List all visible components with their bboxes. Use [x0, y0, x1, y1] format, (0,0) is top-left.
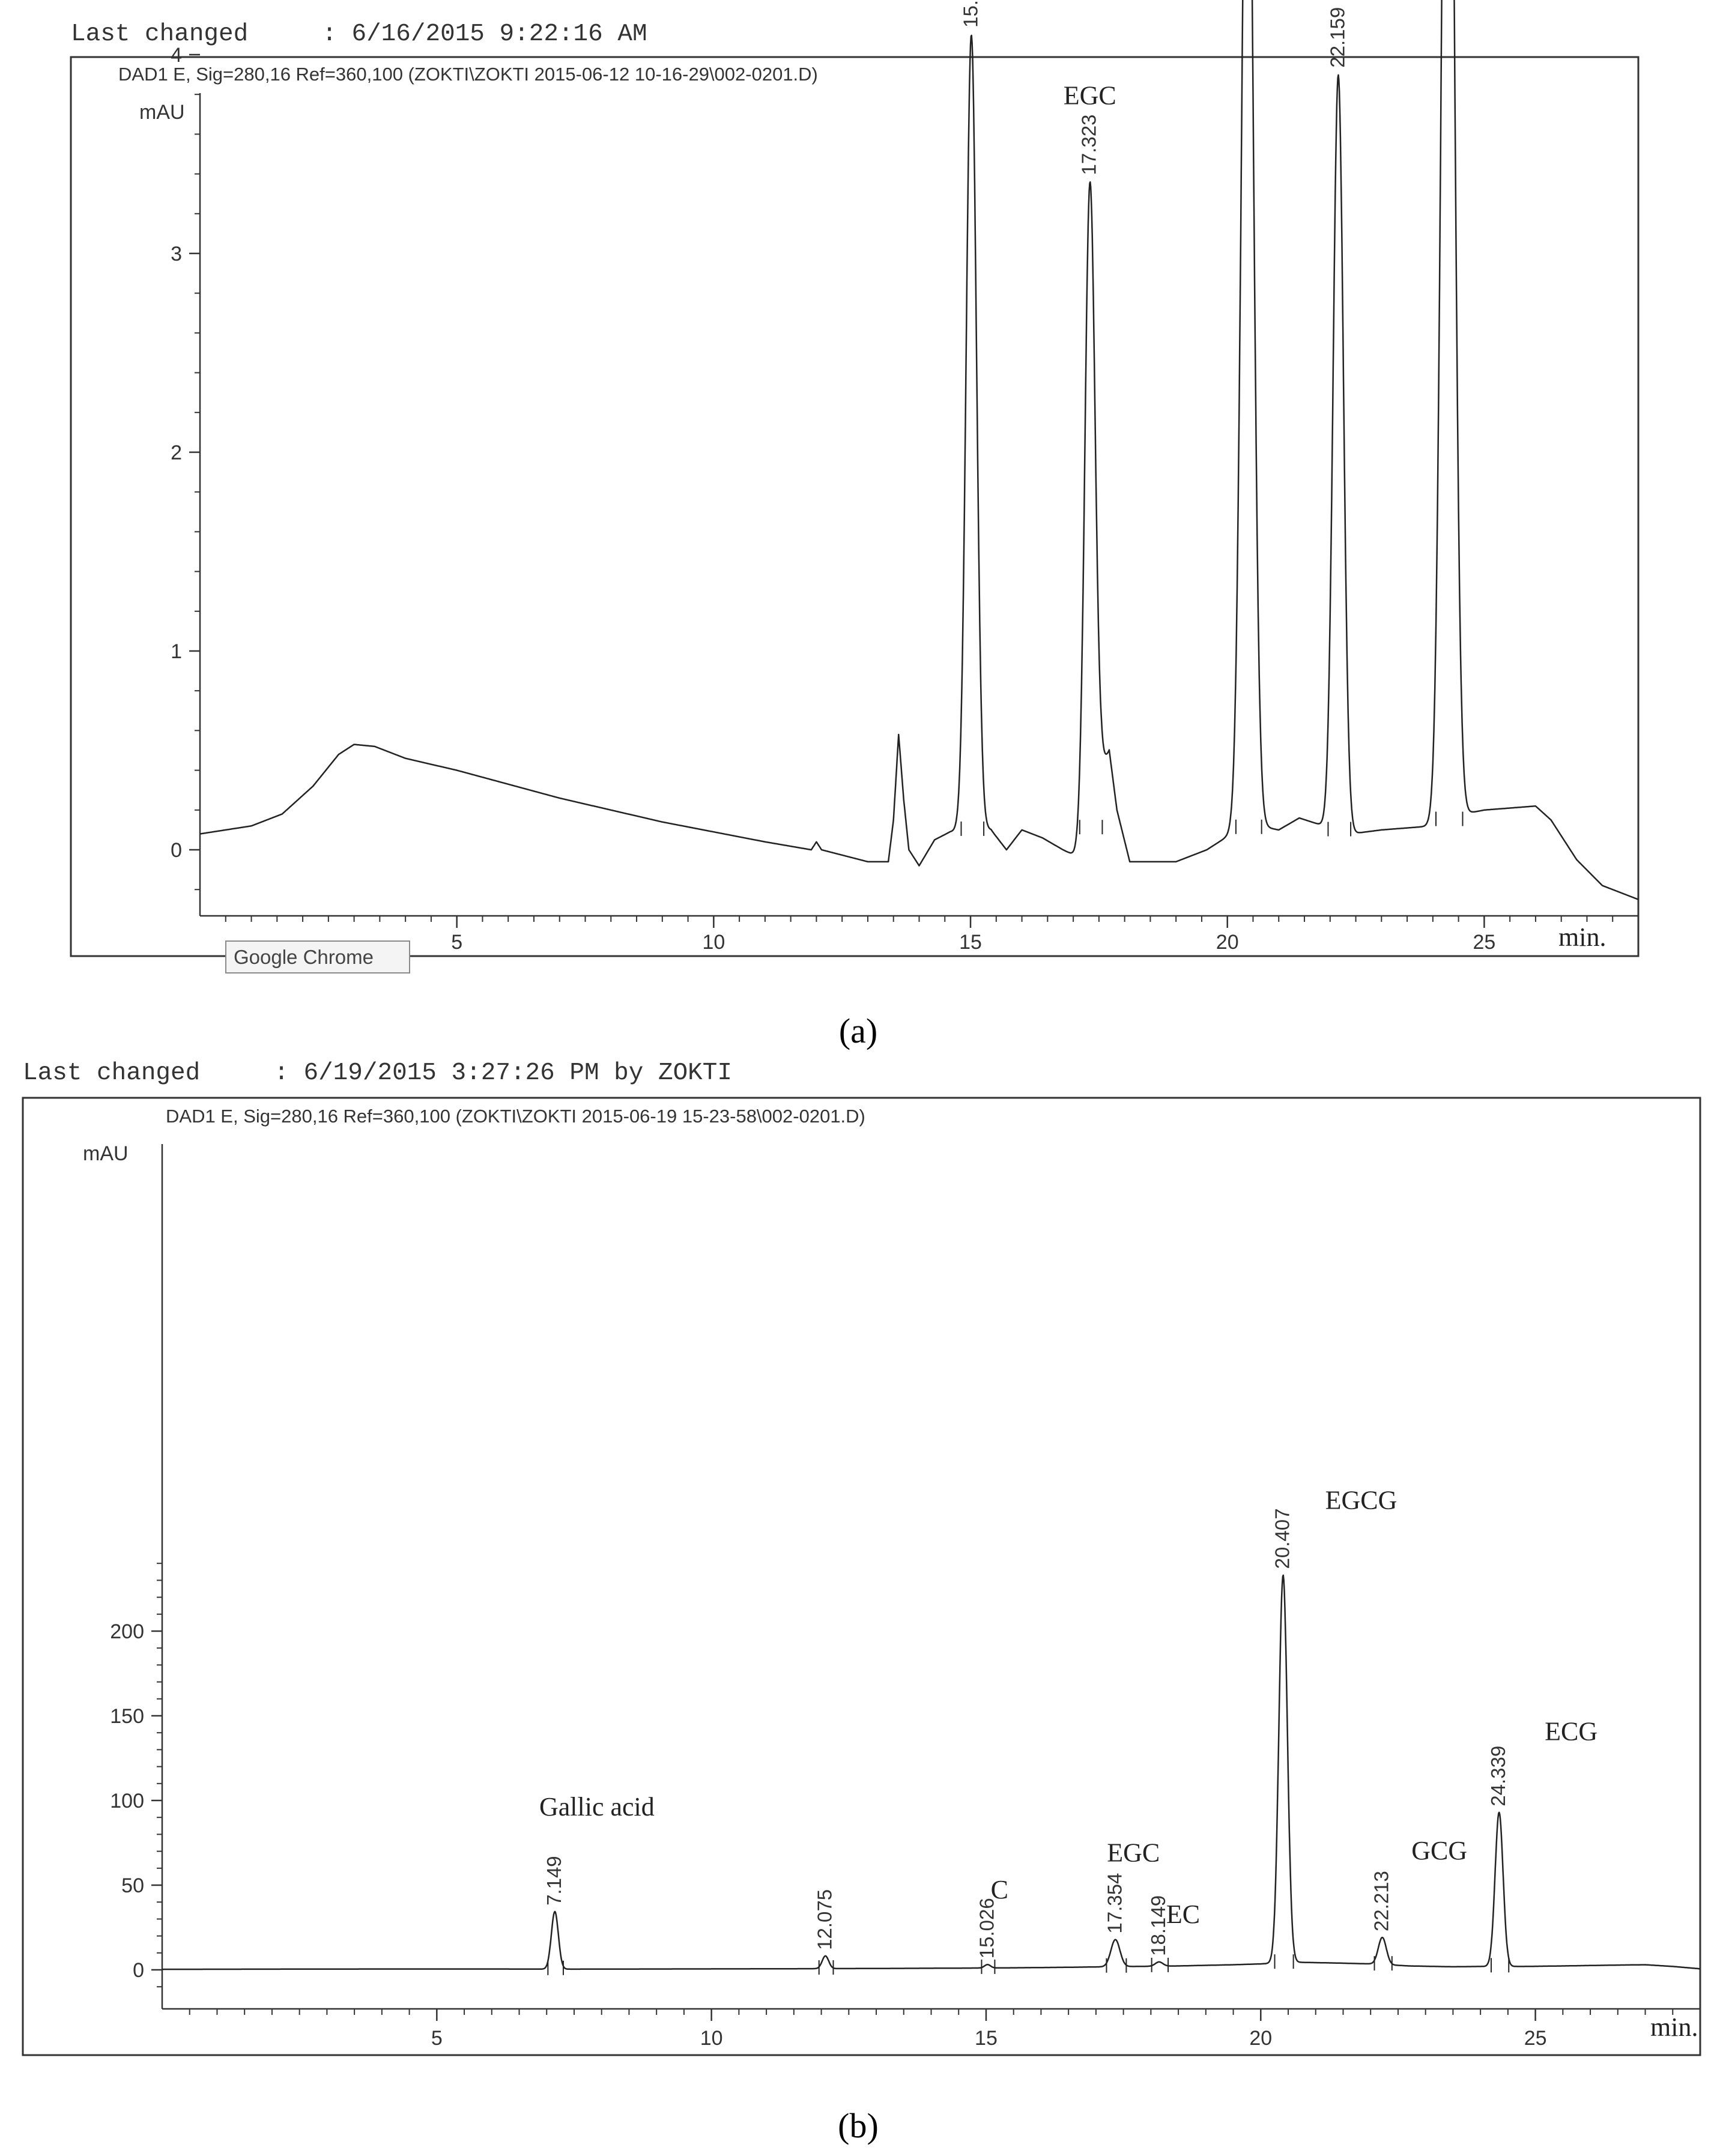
- caption-a: (a): [839, 1011, 877, 1050]
- x-tick-label: 25: [1473, 931, 1495, 954]
- y-axis-label: mAU: [83, 1142, 129, 1165]
- x-tick-label: 10: [700, 2027, 723, 2050]
- panel-a-chromatogram: Last changed : 6/16/2015 9:22:16 AM DAD1…: [70, 0, 1640, 957]
- x-tick-label: 20: [1249, 2027, 1272, 2050]
- y-tick-label: 0: [171, 839, 182, 862]
- peak-rt-label: 18.149: [1147, 1895, 1169, 1956]
- peak-compound-label: EC: [1166, 1900, 1200, 1929]
- peak-compound-label: ECG: [1545, 1717, 1597, 1746]
- x-tick-label: 25: [1524, 2027, 1547, 2050]
- x-tick-label: 15: [975, 2027, 998, 2050]
- y-tick-label: 200: [110, 1620, 144, 1643]
- y-tick-label: 3: [171, 243, 182, 265]
- peak-compound-label: EGC: [1064, 80, 1116, 110]
- peak-rt-label: 17.354: [1103, 1873, 1125, 1934]
- x-axis-label: min.: [1650, 2012, 1698, 2042]
- peak-rt-label: 22.159: [1326, 7, 1348, 68]
- panel-b-chromatogram: Last changed : 6/19/2015 3:27:26 PM by Z…: [22, 1059, 1701, 2056]
- peak-rt-label: 20.407: [1271, 1508, 1294, 1569]
- panel-a-title: DAD1 E, Sig=280,16 Ref=360,100 (ZOKTI\ZO…: [118, 64, 818, 85]
- x-tick-label: 5: [451, 931, 462, 954]
- peak-rt-label: 7.149: [543, 1856, 565, 1906]
- peak-rt-label: 22.213: [1370, 1871, 1393, 1931]
- peak-rt-label: 17.323: [1078, 115, 1100, 175]
- x-axis-label: min.: [1558, 922, 1606, 952]
- y-tick-label: 2: [171, 441, 182, 464]
- panel-b-header: Last changed : 6/19/2015 3:27:26 PM by Z…: [23, 1059, 732, 1087]
- panel-b-title: DAD1 E, Sig=280,16 Ref=360,100 (ZOKTI\ZO…: [166, 1106, 865, 1127]
- panel-a-frame: [70, 56, 1640, 957]
- x-tick-label: 5: [431, 2027, 443, 2050]
- panel-b-frame: [22, 1097, 1701, 2056]
- x-tick-label: 15: [959, 931, 982, 954]
- y-tick-label: 150: [110, 1705, 144, 1728]
- y-axis-label: mAU: [139, 101, 185, 124]
- x-tick-label: 20: [1216, 931, 1239, 954]
- x-tick-label: 10: [702, 931, 725, 954]
- y-tick-label: 4: [171, 44, 182, 67]
- peak-compound-label: EGCG: [1325, 1485, 1398, 1515]
- peak-compound-label: GCG: [1411, 1836, 1467, 1865]
- signal-trace: [162, 1574, 1701, 1970]
- y-tick-label: 50: [121, 1874, 144, 1897]
- browser-tooltip: Google Chrome: [225, 940, 410, 974]
- caption-b: (b): [838, 2106, 879, 2145]
- peak-rt-label: 12.075: [813, 1889, 835, 1950]
- peak-rt-label: 15.026: [975, 1898, 998, 1958]
- signal-trace: [199, 0, 1639, 900]
- peak-rt-label: 24.339: [1487, 1746, 1509, 1806]
- peak-compound-label: C: [991, 1875, 1008, 1904]
- panel-a-plot: 01234567510152025mAUmin.15.016C17.323EGC…: [139, 0, 1639, 954]
- y-tick-label: 1: [171, 640, 182, 663]
- peak-compound-label: Gallic acid: [539, 1792, 655, 1821]
- panel-b-plot: 0 50 100 150 200 5 10 15 20 25 mAU min. 7.149 Gallic …: [83, 1142, 1701, 2050]
- y-tick-label: 100: [110, 1790, 144, 1812]
- peak-rt-label: 15.016: [959, 0, 981, 28]
- panel-a-header: Last changed : 6/16/2015 9:22:16 AM: [71, 20, 647, 48]
- y-tick-label: 0: [133, 1959, 144, 1982]
- peak-compound-label: EGC: [1107, 1838, 1160, 1868]
